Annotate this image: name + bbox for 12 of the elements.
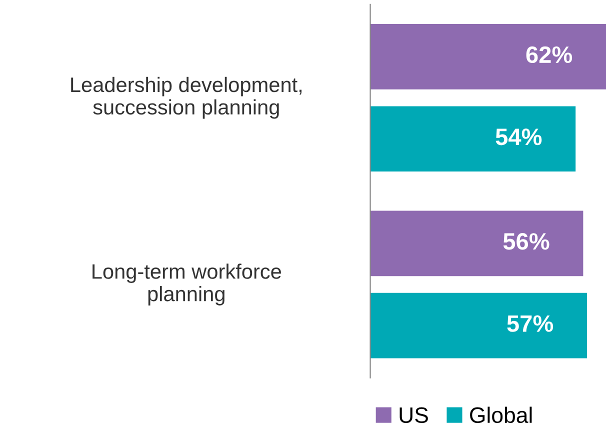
legend-label: US [400, 407, 428, 424]
data-label: 54% [496, 128, 542, 146]
data-label: 56% [503, 233, 550, 250]
y-tick-label: Long-term workforce planning [92, 264, 281, 306]
data-label: 62% [526, 46, 572, 64]
bar [370, 292, 587, 358]
y-tick-label: Leadership development, succession planning [71, 76, 302, 119]
legend-label: Global [470, 406, 532, 424]
bar [370, 106, 576, 172]
data-label: 57% [507, 315, 554, 332]
bar [370, 210, 584, 276]
bar [370, 24, 606, 90]
